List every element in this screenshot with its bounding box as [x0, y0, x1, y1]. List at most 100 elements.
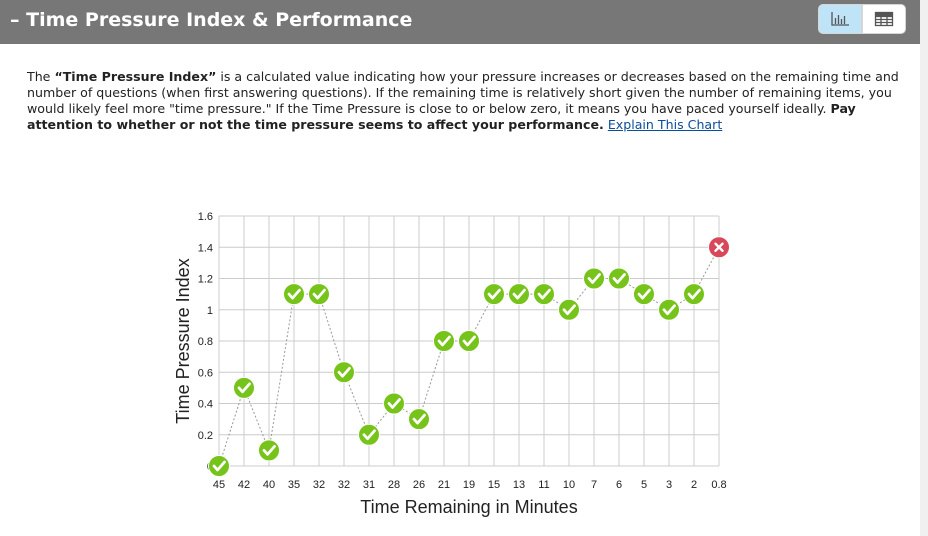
- correct-marker: [408, 408, 430, 431]
- x-tick-label: 15: [488, 479, 500, 491]
- check-icon: [537, 288, 551, 300]
- x-tick-label: 11: [538, 479, 549, 491]
- x-tick-label: 31: [363, 479, 375, 491]
- x-tick-label: 28: [388, 479, 400, 491]
- x-tick-label: 13: [513, 479, 525, 491]
- collapse-icon[interactable]: –: [10, 9, 20, 31]
- x-tick-label: 10: [563, 479, 575, 491]
- correct-point[interactable]: [583, 267, 605, 290]
- y-axis-label: Time Pressure Index: [173, 258, 193, 423]
- check-icon: [262, 444, 276, 456]
- check-icon: [387, 398, 401, 409]
- y-tick-label: 1.2: [198, 274, 213, 286]
- correct-marker: [458, 330, 480, 352]
- correct-point[interactable]: [208, 455, 230, 477]
- check-icon: [312, 288, 326, 300]
- check-icon: [237, 382, 251, 394]
- correct-point[interactable]: [608, 267, 630, 290]
- x-tick-label: 0.8: [711, 479, 726, 491]
- check-icon: [587, 273, 601, 284]
- panel-title-text: Time Pressure Index & Performance: [26, 9, 413, 31]
- correct-marker: [383, 392, 405, 415]
- x-tick-label: 35: [288, 479, 300, 491]
- y-tick-label: 0.4: [198, 399, 213, 411]
- correct-marker: [533, 283, 555, 306]
- correct-marker: [583, 267, 605, 290]
- correct-marker: [683, 283, 705, 306]
- check-icon: [612, 273, 626, 284]
- check-icon: [637, 288, 651, 300]
- check-icon: [287, 288, 301, 300]
- check-icon: [462, 335, 476, 347]
- correct-point[interactable]: [308, 283, 330, 306]
- correct-point[interactable]: [683, 283, 705, 306]
- check-icon: [337, 366, 351, 378]
- correct-point[interactable]: [658, 298, 680, 321]
- correct-marker: [608, 267, 630, 290]
- x-tick-label: 21: [438, 479, 450, 491]
- chart-view-button[interactable]: [818, 4, 862, 34]
- correct-marker: [233, 376, 255, 399]
- table-icon: [874, 11, 894, 27]
- x-tick-label: 5: [641, 479, 647, 491]
- check-icon: [362, 429, 376, 441]
- correct-point[interactable]: [483, 283, 505, 306]
- y-tick-label: 1.6: [198, 211, 213, 223]
- correct-point[interactable]: [558, 298, 580, 321]
- correct-marker: [508, 283, 530, 306]
- correct-marker: [308, 283, 330, 306]
- x-tick-label: 26: [413, 479, 425, 491]
- x-tick-label: 32: [313, 479, 325, 491]
- x-tick-label: 42: [238, 479, 250, 491]
- correct-marker: [558, 298, 580, 321]
- x-tick-label: 6: [616, 479, 622, 491]
- data-points: [208, 236, 730, 477]
- panel-header: – Time Pressure Index & Performance: [0, 0, 920, 44]
- table-view-button[interactable]: [862, 4, 906, 34]
- chart-grid: [218, 215, 720, 467]
- correct-marker: [333, 361, 355, 384]
- correct-point[interactable]: [533, 283, 555, 306]
- correct-point[interactable]: [358, 423, 380, 446]
- correct-point[interactable]: [458, 330, 480, 352]
- y-axis-ticks: 00.20.40.60.811.21.41.6: [198, 211, 213, 473]
- x-axis-ticks: 45 42 40 35 32 32 31 28 26 21 19 15 13 11 10 7 6 5 3 2 0.8: [213, 479, 727, 491]
- correct-marker: [283, 283, 305, 306]
- y-tick-label: 1.4: [198, 242, 213, 254]
- correct-point[interactable]: [233, 376, 255, 399]
- y-tick-label: 0.8: [198, 336, 213, 348]
- check-icon: [687, 288, 701, 300]
- check-icon: [212, 460, 226, 472]
- x-axis-label: Time Remaining in Minutes: [360, 497, 577, 517]
- correct-marker: [258, 439, 280, 462]
- panel-title[interactable]: – Time Pressure Index & Performance: [10, 8, 412, 32]
- correct-point[interactable]: [383, 392, 405, 415]
- correct-point[interactable]: [333, 361, 355, 384]
- explain-chart-link[interactable]: Explain This Chart: [607, 117, 723, 132]
- correct-marker: [483, 283, 505, 306]
- x-tick-label: 7: [591, 479, 597, 491]
- x-tick-label: 45: [213, 479, 225, 491]
- x-tick-label: 32: [338, 479, 350, 491]
- correct-marker: [208, 455, 230, 477]
- check-icon: [437, 335, 451, 347]
- y-tick-label: 0.6: [198, 367, 213, 379]
- correct-point[interactable]: [433, 330, 455, 352]
- y-tick-label: 0.2: [198, 430, 213, 442]
- correct-marker: [633, 283, 655, 306]
- check-icon: [662, 304, 676, 316]
- correct-point[interactable]: [508, 283, 530, 306]
- correct-point[interactable]: [408, 408, 430, 431]
- incorrect-point[interactable]: [708, 236, 730, 259]
- correct-point[interactable]: [258, 439, 280, 462]
- correct-marker: [358, 423, 380, 446]
- check-icon: [487, 288, 501, 300]
- check-icon: [412, 413, 426, 425]
- correct-point[interactable]: [283, 283, 305, 306]
- correct-point[interactable]: [633, 283, 655, 306]
- x-tick-label: 3: [666, 479, 672, 491]
- bar-chart-icon: [831, 12, 849, 26]
- x-tick-label: 40: [263, 479, 275, 491]
